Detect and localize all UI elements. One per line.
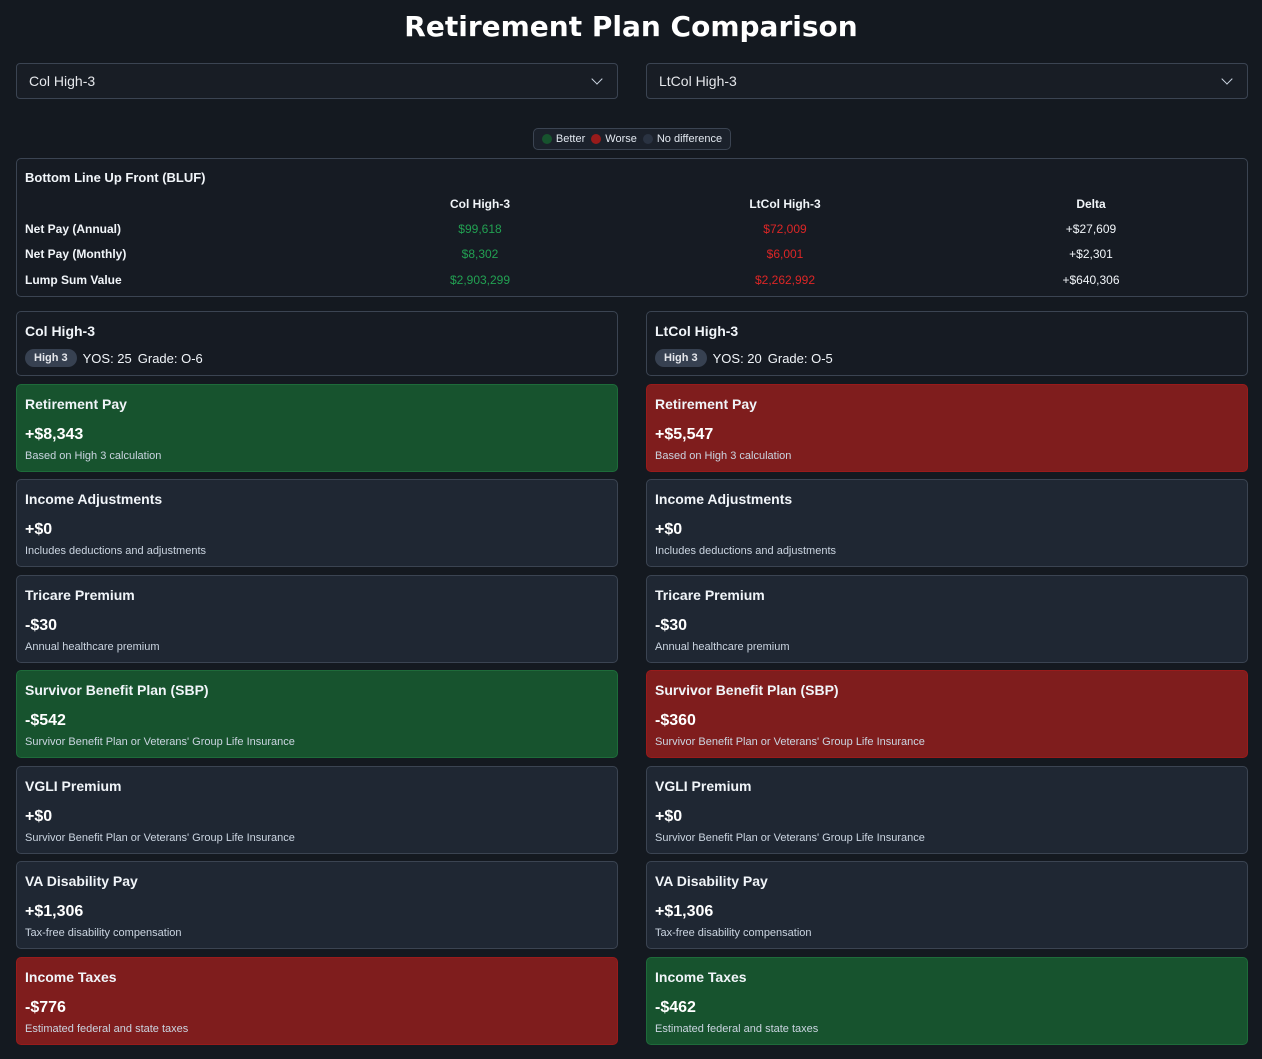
- right-tricare-premium-card: Tricare Premium -$30 Annual healthcare p…: [646, 575, 1248, 663]
- page-title: Retirement Plan Comparison: [404, 10, 858, 43]
- left-income-adjustments-card: Income Adjustments +$0 Includes deductio…: [16, 479, 618, 567]
- card-description: Annual healthcare premium: [25, 641, 160, 653]
- right-va-disability-card: VA Disability Pay +$1,306 Tax-free disab…: [646, 861, 1248, 949]
- bluf-row-label: Net Pay (Annual): [25, 222, 122, 236]
- legend-no-difference: No difference: [642, 133, 722, 145]
- card-description: Survivor Benefit Plan or Veterans' Group…: [655, 832, 925, 844]
- bluf-left-value: $8,302: [461, 247, 499, 261]
- left-tricare-premium-card: Tricare Premium -$30 Annual healthcare p…: [16, 575, 618, 663]
- card-title: Tricare Premium: [25, 587, 135, 603]
- card-description: Survivor Benefit Plan or Veterans' Group…: [25, 832, 295, 844]
- bluf-row-label: Lump Sum Value: [25, 273, 122, 287]
- bluf-panel: Bottom Line Up Front (BLUF) Col High-3 L…: [16, 158, 1248, 297]
- card-title: Income Taxes: [655, 969, 747, 985]
- bluf-right-value: $72,009: [763, 222, 807, 236]
- plan-type-badge: High 3: [655, 349, 707, 367]
- card-value: +$5,547: [655, 426, 714, 443]
- bluf-column-right: LtCol High-3: [749, 197, 821, 211]
- no-difference-swatch-icon: [642, 134, 653, 144]
- card-description: Tax-free disability compensation: [655, 927, 812, 939]
- right-sbp-card: Survivor Benefit Plan (SBP) -$360 Surviv…: [646, 670, 1248, 758]
- card-description: Based on High 3 calculation: [655, 450, 792, 462]
- bluf-column-left: Col High-3: [450, 197, 510, 211]
- card-title: Income Adjustments: [655, 491, 793, 507]
- card-description: Survivor Benefit Plan or Veterans' Group…: [655, 736, 925, 748]
- plan-grade: Grade: O-5: [767, 350, 833, 366]
- worse-swatch-icon: [591, 134, 602, 144]
- card-value: +$0: [655, 808, 683, 825]
- left-plan-select-value: Col High-3: [29, 73, 96, 89]
- card-description: Includes deductions and adjustments: [655, 545, 837, 557]
- right-plan-select-value: LtCol High-3: [659, 73, 737, 89]
- card-value: -$360: [655, 712, 696, 729]
- card-title: Survivor Benefit Plan (SBP): [25, 682, 209, 698]
- plan-type-badge: High 3: [25, 349, 77, 367]
- card-title: VGLI Premium: [655, 778, 752, 794]
- left-income-taxes-card: Income Taxes -$776 Estimated federal and…: [16, 957, 618, 1045]
- card-description: Based on High 3 calculation: [25, 450, 162, 462]
- bluf-row-label: Net Pay (Monthly): [25, 247, 127, 261]
- left-va-disability-card: VA Disability Pay +$1,306 Tax-free disab…: [16, 861, 618, 949]
- legend-better: Better: [541, 133, 585, 145]
- chevron-down-icon: [1221, 73, 1233, 85]
- right-retirement-pay-card: Retirement Pay +$5,547 Based on High 3 c…: [646, 384, 1248, 472]
- card-description: Annual healthcare premium: [655, 641, 790, 653]
- right-plan-header: LtCol High-3 High 3 YOS: 20 Grade: O-5: [646, 311, 1248, 376]
- bluf-delta-value: +$27,609: [1065, 222, 1117, 236]
- card-title: Survivor Benefit Plan (SBP): [655, 682, 839, 698]
- bluf-left-value: $99,618: [458, 222, 502, 236]
- right-plan-select[interactable]: LtCol High-3: [646, 63, 1248, 99]
- card-description: Estimated federal and state taxes: [25, 1023, 189, 1035]
- plan-grade: Grade: O-6: [137, 350, 203, 366]
- card-value: -$30: [25, 617, 58, 634]
- card-value: +$1,306: [655, 903, 714, 920]
- plan-name: LtCol High-3: [655, 323, 739, 339]
- card-value: -$542: [25, 712, 66, 729]
- bluf-delta-value: +$640,306: [1062, 273, 1120, 287]
- chevron-down-icon: [591, 73, 603, 85]
- bluf-left-value: $2,903,299: [449, 273, 511, 287]
- card-description: Estimated federal and state taxes: [655, 1023, 819, 1035]
- card-title: Tricare Premium: [655, 587, 765, 603]
- card-title: Retirement Pay: [655, 396, 757, 412]
- left-plan-header: Col High-3 High 3 YOS: 25 Grade: O-6: [16, 311, 618, 376]
- card-description: Includes deductions and adjustments: [25, 545, 207, 557]
- bluf-column-delta: Delta: [1076, 197, 1106, 211]
- left-sbp-card: Survivor Benefit Plan (SBP) -$542 Surviv…: [16, 670, 618, 758]
- right-income-adjustments-card: Income Adjustments +$0 Includes deductio…: [646, 479, 1248, 567]
- bluf-right-value: $6,001: [766, 247, 804, 261]
- card-title: Income Taxes: [25, 969, 117, 985]
- card-value: +$0: [25, 521, 53, 538]
- left-plan-select[interactable]: Col High-3: [16, 63, 618, 99]
- card-title: VGLI Premium: [25, 778, 122, 794]
- plan-name: Col High-3: [25, 323, 95, 339]
- card-value: -$30: [655, 617, 688, 634]
- legend-worse: Worse: [591, 133, 637, 145]
- card-value: +$8,343: [25, 426, 84, 443]
- card-value: +$0: [25, 808, 53, 825]
- card-value: +$1,306: [25, 903, 84, 920]
- card-value: +$0: [655, 521, 683, 538]
- card-title: Income Adjustments: [25, 491, 163, 507]
- bluf-heading: Bottom Line Up Front (BLUF): [25, 170, 206, 185]
- card-value: -$776: [25, 999, 66, 1016]
- right-vgli-premium-card: VGLI Premium +$0 Survivor Benefit Plan o…: [646, 766, 1248, 854]
- bluf-right-value: $2,262,992: [754, 273, 816, 287]
- plan-yos: YOS: 20: [712, 350, 762, 366]
- right-income-taxes-card: Income Taxes -$462 Estimated federal and…: [646, 957, 1248, 1045]
- card-title: Retirement Pay: [25, 396, 127, 412]
- plan-yos: YOS: 25: [82, 350, 132, 366]
- legend: Better Worse No difference: [533, 128, 731, 150]
- card-description: Tax-free disability compensation: [25, 927, 182, 939]
- card-title: VA Disability Pay: [25, 873, 138, 889]
- left-retirement-pay-card: Retirement Pay +$8,343 Based on High 3 c…: [16, 384, 618, 472]
- card-title: VA Disability Pay: [655, 873, 768, 889]
- card-description: Survivor Benefit Plan or Veterans' Group…: [25, 736, 295, 748]
- card-value: -$462: [655, 999, 696, 1016]
- better-swatch-icon: [541, 134, 552, 144]
- left-vgli-premium-card: VGLI Premium +$0 Survivor Benefit Plan o…: [16, 766, 618, 854]
- bluf-delta-value: +$2,301: [1069, 247, 1113, 261]
